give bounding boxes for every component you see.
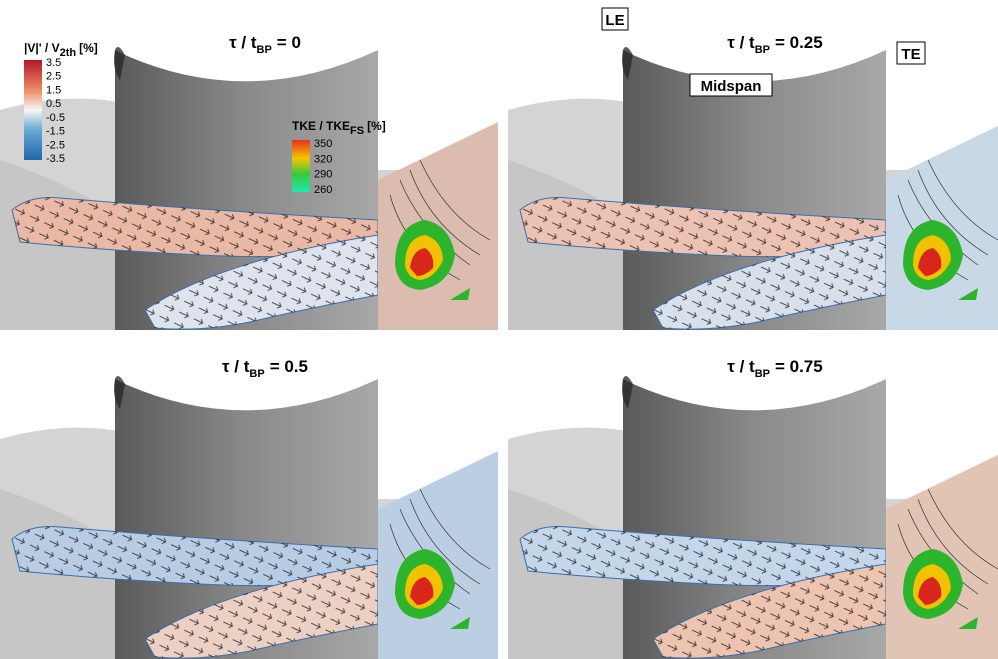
colorbar-tick-label: 1.5 [46,84,61,96]
panel: τ / tBP= 0.75 [508,339,998,659]
colorbar [292,140,310,192]
midspan-label: Midspan [701,78,762,95]
figure: τ / tBP= 0 τ / tBP= 0.25 τ / tBP= 0.5 τ … [0,0,998,659]
colorbar-tick-label: 290 [314,169,332,181]
colorbar-tick-label: -2.5 [46,139,65,151]
colorbar-tick-label: -3.5 [46,153,65,165]
colorbar-tick-label: 2.5 [46,71,61,83]
colorbar-tick-label: -0.5 [46,112,65,124]
colorbar-tick-label: 350 [314,138,332,150]
panel: τ / tBP= 0.5 [0,339,498,659]
colorbar-tick-label: 320 [314,153,332,165]
te-label: TE [901,46,920,63]
colorbar-tick-label: 3.5 [46,57,61,69]
colorbar-tick-label: -1.5 [46,126,65,138]
colorbar-tick-label: 260 [314,184,332,196]
colorbar [24,60,42,160]
colorbar-tick-label: 0.5 [46,98,61,110]
le-label: LE [605,12,624,29]
